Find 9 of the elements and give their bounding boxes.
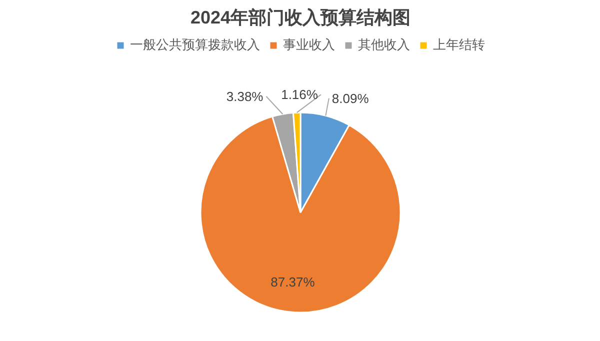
legend-label: 事业收入	[283, 36, 335, 54]
data-label: 1.16%	[281, 87, 318, 102]
chart-title: 2024年部门收入预算结构图	[190, 8, 411, 28]
data-label: 8.09%	[332, 90, 370, 106]
data-label: 3.38%	[226, 88, 264, 104]
data-label: 87.37%	[270, 274, 316, 290]
legend-label: 一般公共预算拨款收入	[130, 36, 260, 54]
legend-label: 其他收入	[358, 36, 410, 54]
legend-label: 上年结转	[433, 36, 485, 54]
